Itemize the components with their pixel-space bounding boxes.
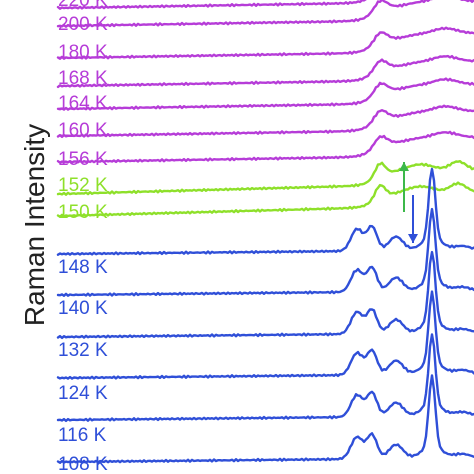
temperature-label-116k: 116 K bbox=[58, 425, 107, 446]
temperature-label-200k: 200 K bbox=[58, 14, 108, 35]
spectrum-line-116k bbox=[56, 333, 474, 423]
spectrum-line-124k bbox=[56, 290, 474, 380]
spectrum-line-132k bbox=[56, 250, 474, 340]
temperature-label-160k: 160 K bbox=[58, 120, 108, 141]
y-axis-label: Raman Intensity bbox=[19, 124, 50, 326]
temperature-label-140k: 140 K bbox=[58, 298, 108, 319]
spectrum-line-200k bbox=[56, 0, 474, 28]
temperature-label-180k: 180 K bbox=[58, 42, 108, 63]
spectrum-line-168k bbox=[56, 54, 474, 89]
up-arrow-head bbox=[399, 162, 409, 171]
spectrum-line-140k bbox=[56, 207, 474, 297]
temperature-labels: 220 K 200 K 180 K 168 K 164 K 160 K 156 K 152 K… bbox=[58, 0, 108, 474]
temperature-label-148k: 148 K bbox=[58, 257, 108, 278]
spectrum-line-180k bbox=[56, 26, 474, 60]
temperature-label-150k: 150 K bbox=[58, 202, 108, 223]
spectrum-line-164k bbox=[56, 77, 474, 111]
temperature-label-156k: 156 K bbox=[58, 149, 108, 170]
spectrum-line-220k bbox=[56, 0, 367, 10]
temperature-label-124k: 124 K bbox=[58, 383, 108, 404]
temperature-label-168k: 168 K bbox=[58, 68, 108, 89]
spectrum-line-152k bbox=[56, 160, 474, 196]
arrow-annotations bbox=[399, 162, 418, 243]
temperature-label-132k: 132 K bbox=[58, 340, 108, 361]
temperature-label-108k: 108 K bbox=[58, 454, 108, 474]
down-arrow-head bbox=[408, 234, 418, 243]
temperature-label-220k: 220 K bbox=[58, 0, 108, 11]
spectra-group bbox=[56, 0, 474, 464]
temperature-label-152k: 152 K bbox=[58, 175, 108, 196]
temperature-label-164k: 164 K bbox=[58, 93, 108, 114]
spectrum-line-108k bbox=[56, 374, 474, 464]
spectrum-line-160k bbox=[56, 104, 474, 139]
spectrum-line-156k bbox=[56, 130, 474, 164]
spectrum-line-148k bbox=[56, 167, 474, 256]
